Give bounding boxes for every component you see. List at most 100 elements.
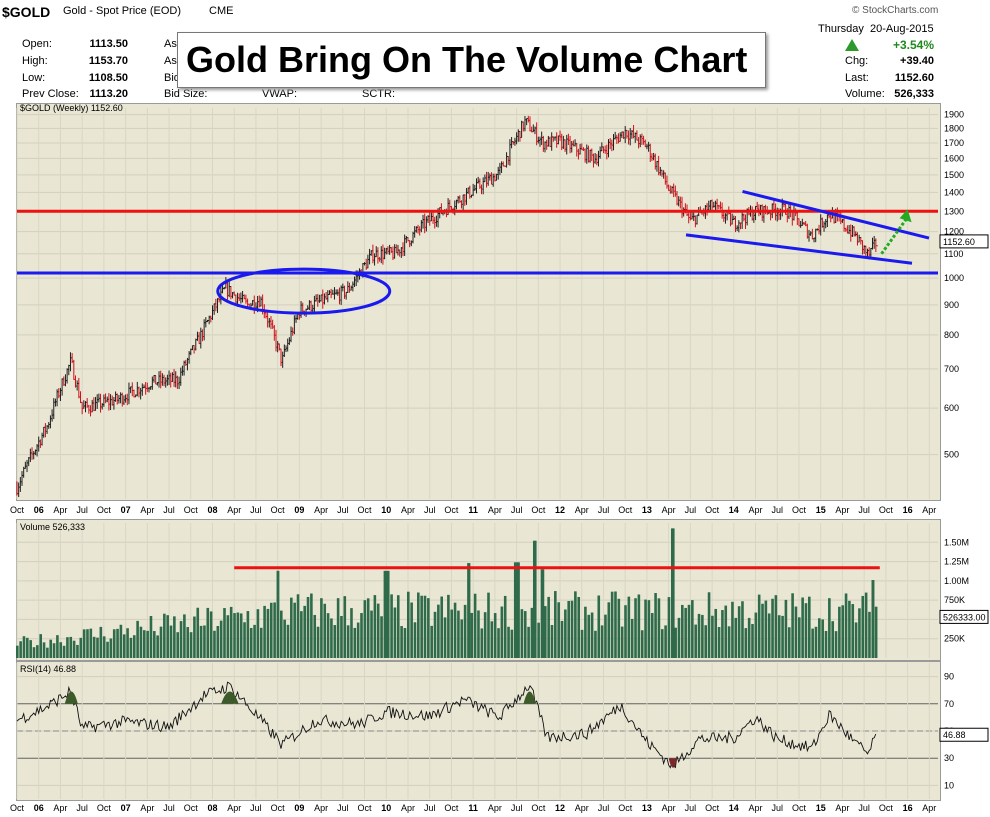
volume-bar <box>346 625 350 658</box>
volume-bar <box>22 636 26 658</box>
volume-bar <box>808 596 811 658</box>
volume-bar <box>764 600 768 658</box>
x-tick-label-lower: Apr <box>227 803 241 813</box>
x-tick-label-upper: Oct <box>271 505 286 515</box>
exchange: CME <box>209 5 234 17</box>
volume-bar <box>600 625 604 658</box>
price-tick-label: 600 <box>944 403 959 413</box>
volume-bar <box>333 625 337 658</box>
volume-bar <box>440 596 444 658</box>
volume-bar <box>196 607 200 658</box>
volume-bar <box>664 625 667 658</box>
volume-bar <box>82 629 86 658</box>
volume-bar <box>667 597 671 658</box>
volume-bar <box>497 628 500 658</box>
x-tick-label-lower: Jul <box>337 803 349 813</box>
volume-spike-bar <box>467 563 471 658</box>
volume-bar <box>56 635 59 658</box>
volume-bar <box>590 612 594 658</box>
volume-spike-bar <box>515 562 519 658</box>
volume-bar <box>610 591 614 658</box>
volume-bar <box>223 608 226 658</box>
volume-bar <box>594 630 597 658</box>
price-tick-label: 1800 <box>944 123 964 133</box>
volume-bar <box>112 629 116 658</box>
volume-last-value: 526333.00 <box>943 612 986 622</box>
last-label: Last: <box>845 72 869 84</box>
volume-bar <box>96 637 99 658</box>
volume-bar <box>560 620 564 658</box>
volume-spike-bar <box>532 540 536 658</box>
volume-bar <box>156 635 159 658</box>
volume-bar <box>697 613 701 658</box>
x-tick-label-lower: 15 <box>816 803 826 813</box>
price-tick-label: 800 <box>944 330 959 340</box>
rsi-tick-label: 70 <box>944 699 954 709</box>
volume-bar <box>29 640 32 658</box>
volume-bar <box>106 641 109 658</box>
volume-bar <box>203 625 206 658</box>
volume-bar <box>86 629 89 658</box>
symbol: $GOLD <box>2 4 51 20</box>
volume-bar <box>323 603 327 658</box>
volume-bar <box>216 625 220 658</box>
volume-bar <box>420 595 423 658</box>
price-tick-label: 1500 <box>944 170 964 180</box>
volume-bar <box>774 595 778 658</box>
volume-bar <box>844 593 848 658</box>
x-tick-label-upper: Oct <box>184 505 199 515</box>
volume-bar <box>166 615 169 658</box>
volume-spike-bar <box>671 528 675 658</box>
rsi-overbought-fill <box>221 691 239 704</box>
volume-bar <box>363 600 367 658</box>
day-label: Thursday <box>818 23 864 35</box>
volume-bar <box>787 627 791 658</box>
volume-bar <box>477 610 480 658</box>
breakout-arrow <box>880 216 909 255</box>
x-tick-label-upper: 11 <box>468 505 478 515</box>
volume-bar <box>694 624 697 658</box>
volume-bar <box>42 642 46 658</box>
date-label: 20-Aug-2015 <box>870 23 934 35</box>
volume-bar <box>520 609 524 658</box>
volume-bar <box>483 612 487 658</box>
volume-bar <box>851 604 855 658</box>
rsi-overbought-fill <box>523 691 536 704</box>
volume-bar <box>784 599 788 658</box>
x-tick-label-upper: Jul <box>337 505 349 515</box>
volume-bar <box>711 615 714 658</box>
volume-bar <box>861 595 865 658</box>
x-tick-label-lower: 07 <box>121 803 131 813</box>
volume-bar <box>463 604 467 658</box>
x-tick-label-lower: Jul <box>685 803 697 813</box>
volume-bar <box>584 606 587 658</box>
price-panel-title: $GOLD (Weekly) 1152.60 <box>20 103 123 113</box>
x-tick-label-upper: Jul <box>250 505 262 515</box>
volume-bar <box>286 624 290 658</box>
x-tick-label-lower: Jul <box>772 803 784 813</box>
volume-bar <box>751 624 754 658</box>
volume-bar <box>530 607 534 658</box>
x-tick-label-upper: Apr <box>401 505 415 515</box>
volume-bar <box>340 616 343 658</box>
x-tick-label-upper: Apr <box>749 505 763 515</box>
volume-bar <box>273 602 276 658</box>
volume-bar <box>734 617 738 658</box>
x-tick-label-upper: 10 <box>381 505 391 515</box>
volume-bar <box>858 608 861 658</box>
x-tick-label-lower: 14 <box>729 803 739 813</box>
volume-bar <box>781 615 784 658</box>
volume-bar <box>403 628 407 658</box>
chg-label: Chg: <box>845 55 869 67</box>
x-tick-label-lower: Jul <box>598 803 610 813</box>
x-tick-label-lower: Oct <box>618 803 633 813</box>
volume-bar <box>868 611 871 658</box>
volume-bar <box>480 628 484 658</box>
volume-bar <box>199 625 203 658</box>
x-tick-label-upper: 16 <box>903 505 913 515</box>
x-tick-label-upper: Jul <box>858 505 870 515</box>
volume-bar <box>614 591 617 658</box>
x-tick-label-lower: Apr <box>922 803 936 813</box>
x-tick-label-lower: 12 <box>555 803 565 813</box>
